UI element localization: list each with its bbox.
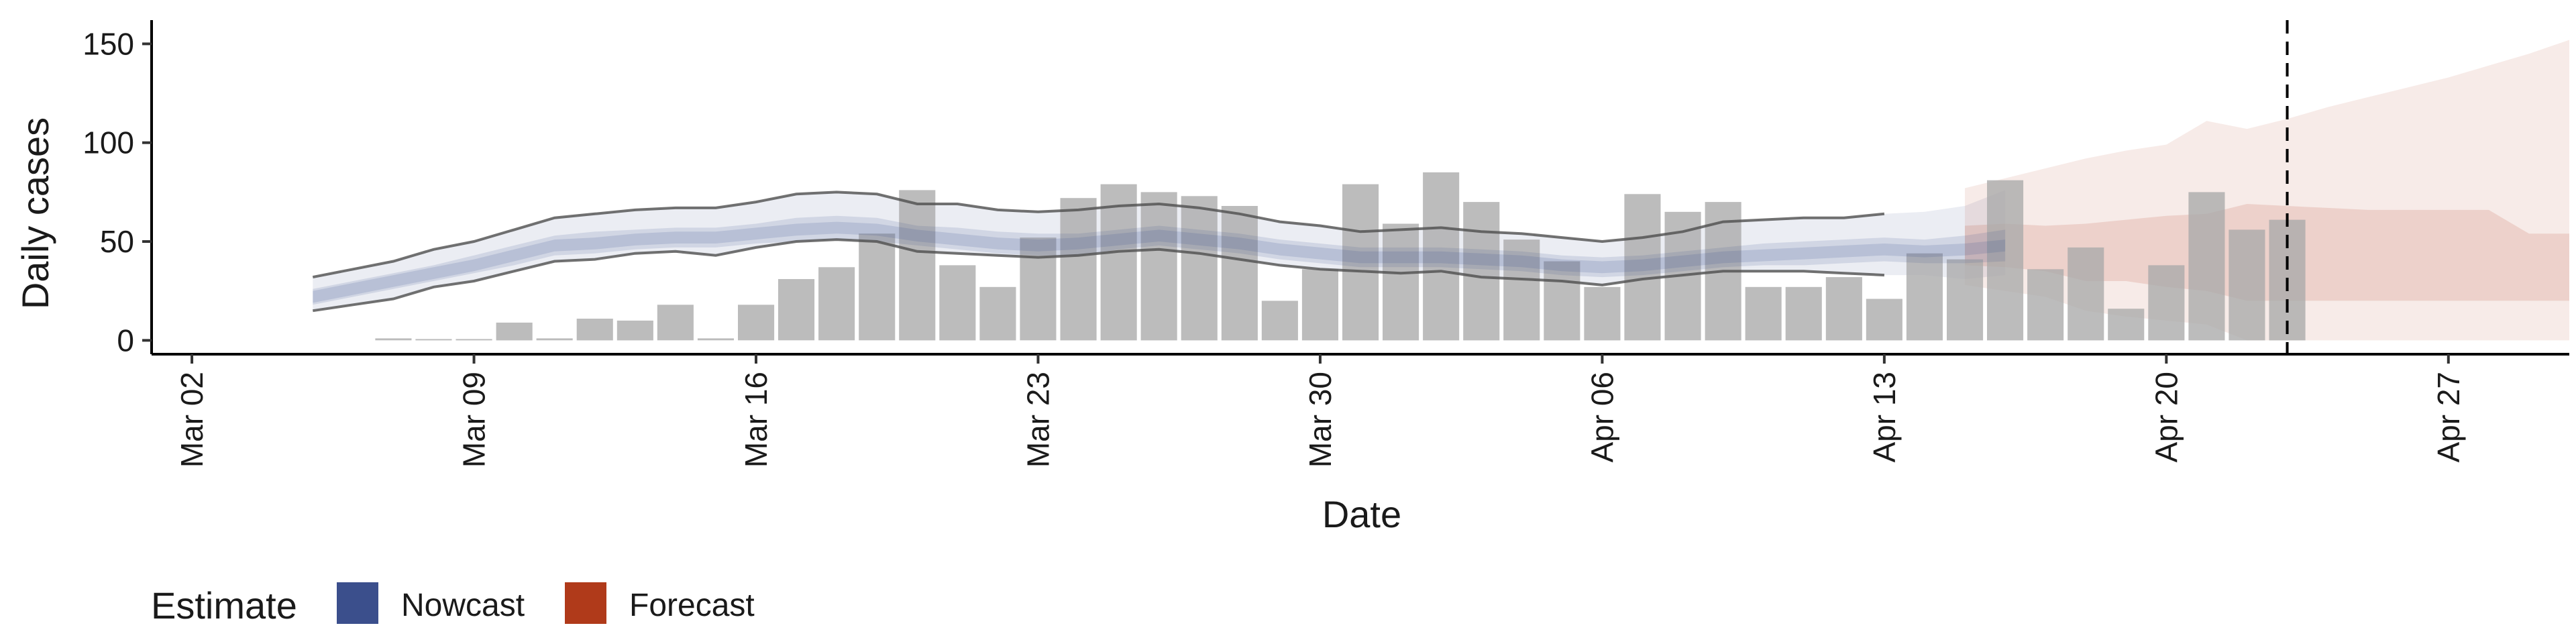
legend-label-forecast: Forecast (629, 588, 755, 623)
y-tick-label: 100 (83, 125, 134, 160)
legend-swatch-forecast (565, 582, 606, 624)
observed-case-bar (818, 267, 855, 341)
x-tick-label: Apr 13 (1867, 372, 1902, 463)
observed-case-bar (1947, 259, 1984, 341)
observed-case-bar (415, 339, 452, 341)
nowcast-outer-band-layer (313, 190, 2006, 311)
observed-case-bar (375, 338, 412, 341)
forecast-50-band (1965, 204, 2569, 301)
observed-case-bar (1020, 237, 1057, 341)
tick-labels-layer: 0 50 100 150 Mar 02 Mar 09 Mar 16 Mar 23 Mar 30 A… (83, 26, 2466, 468)
observed-case-bar (1181, 196, 1218, 341)
x-axis-title: Date (1322, 493, 1401, 535)
observed-case-bar (899, 190, 936, 341)
observed-case-bar (2188, 192, 2225, 341)
forecast-90-band (1965, 40, 2569, 341)
observed-case-bar (1906, 253, 1943, 341)
legend-swatch-nowcast (337, 582, 378, 624)
x-tick-label: Mar 30 (1303, 372, 1338, 468)
observed-case-bar (2068, 247, 2104, 341)
observed-case-bar (2148, 265, 2185, 341)
observed-case-bar (1100, 184, 1137, 341)
observed-case-bar (1825, 277, 1862, 341)
x-tick-label: Mar 16 (739, 372, 773, 468)
observed-case-bar (1785, 286, 1822, 341)
observed-case-bar (657, 305, 694, 341)
observed-case-bar (1140, 192, 1177, 341)
observed-case-bar (697, 338, 734, 341)
axes-layer (142, 20, 2569, 364)
forecast-band-layer (1965, 40, 2569, 341)
observed-case-bar (1987, 180, 2024, 341)
observed-case-bar (1261, 301, 1298, 341)
y-tick-label: 150 (83, 26, 134, 61)
y-tick-label: 50 (100, 224, 134, 259)
observed-case-bar (939, 265, 976, 341)
observed-case-bar (1624, 194, 1661, 341)
observed-case-bar (496, 322, 533, 341)
nowcast-lower-line (313, 238, 1884, 313)
observed-case-bar (979, 286, 1016, 341)
observed-case-bar (738, 305, 775, 341)
legend-title: Estimate (151, 584, 297, 627)
observed-case-bar (1423, 172, 1460, 341)
observed-case-bar (1301, 269, 1338, 341)
observed-case-bar (2027, 269, 2064, 341)
observed-case-bar (1463, 202, 1500, 341)
nowcast-50-band (313, 215, 2006, 305)
x-tick-label: Apr 27 (2431, 372, 2466, 463)
nowcast-90-band (313, 190, 2006, 311)
observed-case-bar (859, 233, 896, 341)
observed-case-bar (2229, 229, 2265, 341)
nowcast-upper-line (312, 191, 1885, 279)
observed-case-bar (576, 319, 613, 341)
legend: Estimate Nowcast Forecast (151, 582, 755, 627)
x-tick-label: Mar 23 (1021, 372, 1056, 468)
observed-case-bar (1060, 198, 1097, 341)
observed-case-bar (778, 279, 815, 341)
observed-case-bar (1866, 299, 1902, 341)
interval-lines-layer (312, 191, 1885, 313)
observed-case-bar (1383, 223, 1419, 341)
x-tick-label: Apr 20 (2149, 372, 2184, 463)
observed-case-bar (1745, 286, 1782, 341)
nowcast-median-band (313, 221, 2006, 303)
observed-case-bar (1221, 206, 1258, 341)
nowcast-inner-band-layer (313, 215, 2006, 305)
observed-case-bar (616, 320, 653, 341)
observed-case-bar (1544, 261, 1580, 341)
observed-case-bar (1584, 286, 1621, 341)
observed-case-bar (2108, 309, 2145, 341)
observed-case-bar (1503, 239, 1540, 341)
x-tick-label: Mar 02 (174, 372, 209, 468)
legend-label-nowcast: Nowcast (401, 588, 525, 623)
observed-case-bar (536, 338, 573, 341)
x-tick-label: Mar 09 (457, 372, 492, 468)
observed-case-bar (1342, 184, 1379, 341)
observed-case-bar (455, 339, 492, 341)
y-axis-title: Daily cases (14, 117, 56, 309)
x-tick-label: Apr 06 (1585, 372, 1619, 463)
y-tick-label: 0 (117, 323, 134, 358)
